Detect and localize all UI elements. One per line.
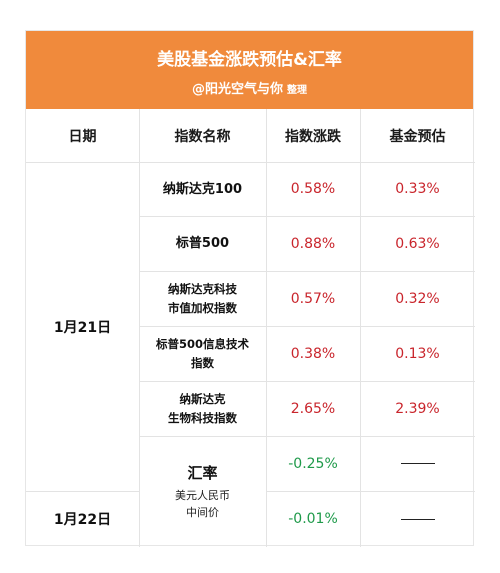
index-name-line: 市值加权指数: [168, 300, 237, 315]
index-name-line: 纳斯达克科技: [168, 281, 237, 296]
col-divider: [139, 109, 140, 547]
index-name: 纳斯达克科技 市值加权指数: [139, 271, 266, 326]
row-divider: [139, 326, 475, 327]
dash-placeholder: [400, 518, 435, 520]
index-name: 纳斯达克 生物科技指数: [139, 381, 266, 436]
index-change-value: 0.38%: [290, 345, 336, 362]
fx-sub-line: 中间价: [186, 506, 219, 519]
index-change-value: 0.88%: [290, 235, 336, 252]
fx-name-cell: 汇率 美元人民币 中间价: [139, 436, 266, 547]
index-name-line: 指数: [191, 355, 214, 370]
author-note: 整理: [287, 85, 307, 96]
fund-estimate-value: 0.63%: [395, 235, 440, 252]
fund-estimate-value: 0.33%: [395, 181, 440, 197]
index-name-line: 标普500: [175, 236, 230, 251]
fund-estimate-value: 0.32%: [395, 290, 440, 307]
author-handle: @阳光空气与你: [191, 82, 283, 97]
index-name-line: 纳斯达克100: [162, 181, 243, 197]
column-header-fund-estimate: 基金预估: [389, 128, 446, 145]
column-header-index-change: 指数涨跌: [285, 128, 341, 145]
row-divider: [139, 216, 475, 217]
index-name: 标普500信息技术 指数: [139, 326, 266, 381]
index-name-line: 生物科技指数: [168, 410, 237, 425]
fx-change-value: -0.01%: [288, 511, 338, 527]
row-divider: [139, 271, 475, 272]
fund-estimate-card: 美股基金涨跌预估&汇率 @阳光空气与你 整理 日期 指数名称 指数涨跌 基金预估 …: [25, 30, 475, 547]
index-change-value: 0.58%: [290, 181, 336, 197]
fund-estimate-value: 0.13%: [395, 345, 440, 362]
index-change-value: 2.65%: [290, 400, 336, 417]
date-cell: 1月21日: [53, 319, 112, 336]
card-subtitle: @阳光空气与你 整理: [26, 78, 473, 97]
col-divider: [266, 109, 267, 547]
fx-sub-line: 美元人民币: [175, 489, 230, 502]
fx-label: 汇率: [187, 464, 218, 482]
fund-placeholder-cell: [360, 436, 475, 491]
row-divider: [139, 381, 475, 382]
fund-placeholder-cell: [360, 491, 475, 547]
column-header-date: 日期: [68, 128, 97, 145]
fund-estimate-value: 2.39%: [395, 400, 440, 417]
header-row-divider: [26, 162, 475, 163]
index-change-value: 0.57%: [290, 290, 336, 307]
col-divider: [360, 109, 361, 547]
index-name-line: 标普500信息技术: [155, 336, 249, 351]
card-header: 美股基金涨跌预估&汇率 @阳光空气与你 整理: [26, 31, 473, 109]
fx-divider: [266, 491, 475, 492]
dash-placeholder: [400, 463, 435, 464]
index-name-line: 纳斯达克: [179, 391, 226, 406]
column-header-index-name: 指数名称: [174, 128, 231, 145]
date-divider: [26, 491, 139, 492]
card-title: 美股基金涨跌预估&汇率: [157, 50, 342, 70]
date-cell: 1月22日: [53, 512, 112, 528]
index-name: 纳斯达克100: [139, 162, 266, 216]
index-name: 标普500: [139, 216, 266, 271]
row-divider: [139, 436, 475, 437]
fx-change-value: -0.25%: [288, 455, 338, 472]
